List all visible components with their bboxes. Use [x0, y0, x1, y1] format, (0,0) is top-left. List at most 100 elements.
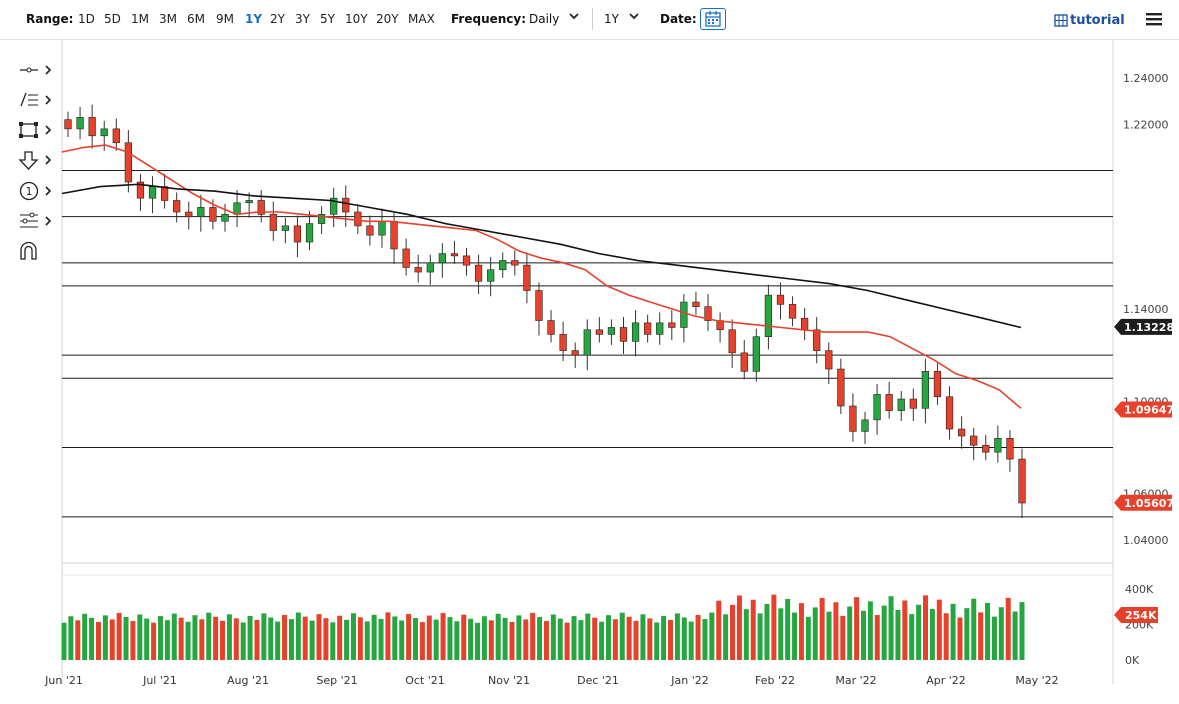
volume-bar: [812, 607, 818, 660]
volume-bar: [730, 604, 736, 660]
range-button-10y[interactable]: 10Y: [345, 12, 368, 26]
volume-bar: [750, 599, 756, 660]
magnet-tool[interactable]: [18, 240, 54, 262]
candle-body: [293, 225, 302, 243]
range-button-2y[interactable]: 2Y: [270, 12, 285, 26]
volume-bar: [860, 610, 866, 660]
range-button-20y[interactable]: 20Y: [376, 12, 399, 26]
candle-body: [764, 294, 773, 338]
candle-body: [136, 181, 145, 199]
volume-bar: [681, 617, 687, 660]
range-button-1y[interactable]: 1Y: [245, 12, 263, 26]
candle-body: [583, 329, 591, 356]
candle-body: [970, 435, 978, 446]
volume-bar: [599, 621, 605, 660]
candle-body: [631, 322, 640, 342]
rectangle-icon: [19, 122, 52, 138]
date-picker-button[interactable]: [700, 8, 726, 30]
period-select[interactable]: 1Y: [604, 12, 619, 26]
magnet-icon: [20, 241, 37, 260]
volume-bar: [819, 598, 825, 660]
price-badge-box: [1114, 318, 1172, 335]
volume-bar: [433, 619, 439, 660]
x-tick-label: Feb '22: [755, 674, 795, 687]
candle-body: [776, 294, 785, 305]
volume-bar: [798, 603, 804, 660]
volume-bar: [151, 622, 157, 660]
rectangle-tool[interactable]: [18, 120, 54, 142]
range-button-1d[interactable]: 1D: [78, 12, 95, 26]
volume-bar: [923, 595, 929, 660]
moving-average-slow: [61, 183, 1022, 329]
count-tool[interactable]: 1: [18, 180, 54, 202]
period-chevron-icon[interactable]: [628, 10, 640, 25]
tutorial-grid-icon[interactable]: [1054, 14, 1068, 30]
volume-bar: [378, 618, 384, 660]
range-button-5y[interactable]: 5Y: [320, 12, 335, 26]
volume-bar: [337, 615, 343, 660]
trend-lines-tool[interactable]: [18, 90, 54, 112]
range-button-5d[interactable]: 5D: [104, 12, 121, 26]
range-button-max[interactable]: MAX: [408, 12, 435, 26]
x-tick-label: Sep '21: [316, 674, 357, 687]
volume-bar: [240, 622, 246, 660]
volume-bar: [998, 607, 1004, 660]
range-button-3y[interactable]: 3Y: [295, 12, 310, 26]
volume-bar: [640, 614, 646, 660]
arrow-down-icon: [18, 151, 52, 170]
candle-body: [813, 329, 821, 351]
tutorial-link[interactable]: tutorial: [1070, 13, 1125, 28]
price-chart[interactable]: 1.240001.220001.140001.100001.060001.040…: [0, 40, 1179, 704]
volume-bar: [247, 615, 253, 660]
range-button-1m[interactable]: 1M: [131, 12, 149, 26]
range-button-9m[interactable]: 9M: [216, 12, 234, 26]
candle-body: [245, 200, 253, 204]
x-tick-label: Jun '21: [44, 674, 83, 687]
candle-body: [233, 202, 241, 215]
price-badge-box: [1114, 401, 1172, 418]
volume-bar: [626, 616, 632, 660]
volume-bar: [619, 612, 625, 660]
volume-bar: [323, 618, 329, 660]
frequency-select[interactable]: Daily: [529, 12, 560, 26]
volume-bar: [716, 600, 722, 660]
volume-bar: [867, 601, 873, 660]
volume-bar: [778, 608, 784, 660]
volume-bar: [385, 612, 391, 660]
range-button-6m[interactable]: 6M: [187, 12, 205, 26]
volume-bar: [226, 614, 232, 660]
candle-body: [76, 117, 84, 130]
candle-body: [837, 368, 845, 407]
volume-bar: [475, 622, 481, 660]
volume-bar: [192, 615, 198, 660]
volume-bar: [426, 615, 432, 660]
crosshair-tool[interactable]: [18, 60, 54, 82]
volume-bar: [592, 617, 598, 660]
volume-bar: [68, 616, 74, 660]
volume-bar: [357, 617, 363, 660]
volume-badge-box: [1114, 607, 1158, 624]
volume-bar: [909, 614, 915, 660]
arrow-tool[interactable]: [18, 150, 54, 172]
candle-body: [438, 253, 446, 264]
candle-body: [607, 327, 616, 335]
frequency-chevron-icon[interactable]: [568, 10, 580, 25]
candle-body: [221, 214, 229, 222]
toolbar: Range: 1D 5D 1M 3M 6M 9M 1Y 2Y 3Y 5Y 10Y 20Y MAX Fre…: [0, 0, 1179, 40]
volume-bar: [488, 620, 494, 660]
volume-bar: [109, 619, 115, 660]
y-tick-label: 1.04000: [1123, 534, 1169, 547]
menu-icon[interactable]: [1146, 12, 1162, 29]
fibonacci-tool[interactable]: [18, 210, 54, 232]
candle-body: [933, 371, 942, 398]
volume-bar: [461, 614, 467, 660]
range-button-3m[interactable]: 3M: [159, 12, 177, 26]
price-badge-label: 1.09647: [1124, 404, 1174, 417]
volume-bar: [978, 612, 984, 660]
candle-body: [897, 398, 905, 411]
y-tick-label: 1.22000: [1123, 118, 1169, 131]
volume-bar: [736, 595, 742, 660]
volume-bar: [399, 620, 405, 660]
candle-body: [849, 405, 857, 432]
volume-bar: [261, 613, 267, 660]
